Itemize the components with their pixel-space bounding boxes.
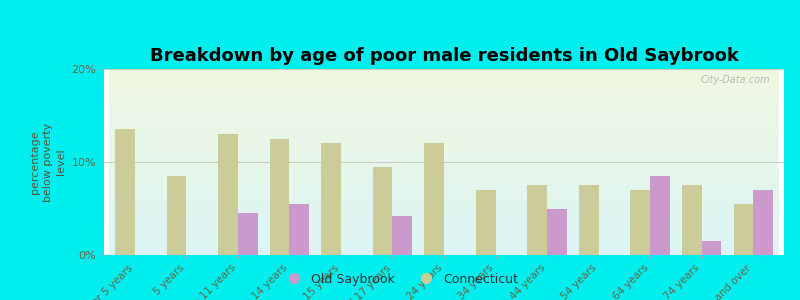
- Title: Breakdown by age of poor male residents in Old Saybrook: Breakdown by age of poor male residents …: [150, 47, 738, 65]
- Bar: [753, 190, 773, 255]
- Bar: [682, 185, 702, 255]
- Bar: [322, 143, 341, 255]
- Bar: [115, 129, 135, 255]
- Bar: [476, 190, 495, 255]
- Legend: Old Saybrook, Connecticut: Old Saybrook, Connecticut: [276, 268, 524, 291]
- Y-axis label: percentage
below poverty
level: percentage below poverty level: [30, 122, 66, 202]
- Bar: [734, 204, 753, 255]
- Bar: [579, 185, 598, 255]
- Bar: [630, 190, 650, 255]
- Bar: [425, 143, 444, 255]
- Text: City-Data.com: City-Data.com: [701, 75, 770, 85]
- Bar: [650, 176, 670, 255]
- Bar: [218, 134, 238, 255]
- Bar: [290, 204, 309, 255]
- Bar: [547, 208, 566, 255]
- Bar: [393, 216, 412, 255]
- Bar: [702, 241, 721, 255]
- Bar: [167, 176, 186, 255]
- Bar: [238, 213, 258, 255]
- Bar: [270, 139, 290, 255]
- Bar: [527, 185, 547, 255]
- Bar: [373, 167, 393, 255]
